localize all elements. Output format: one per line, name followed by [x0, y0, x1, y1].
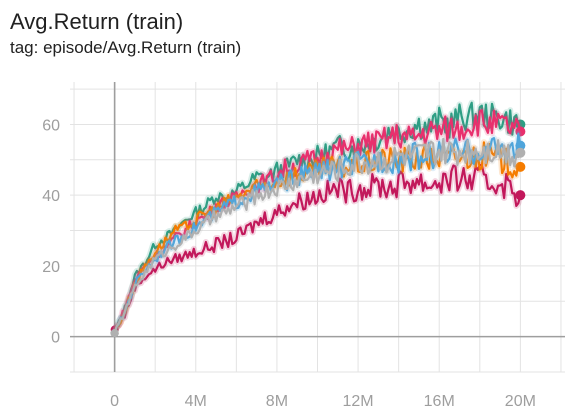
y-tick-label: 20	[42, 259, 60, 276]
series-start-marker	[111, 329, 119, 337]
y-tick-label: 40	[42, 188, 60, 205]
y-tick-label: 60	[42, 117, 60, 134]
x-tick-label: 8M	[266, 393, 288, 410]
x-tick-label: 0	[110, 393, 119, 410]
x-tick-label: 20M	[505, 393, 536, 410]
y-tick-label: 0	[51, 330, 60, 347]
x-tick-label: 16M	[424, 393, 455, 410]
x-tick-label: 4M	[185, 393, 207, 410]
series-end-marker	[515, 190, 525, 200]
x-tick-label: 12M	[343, 393, 374, 410]
series-end-marker	[515, 148, 525, 158]
